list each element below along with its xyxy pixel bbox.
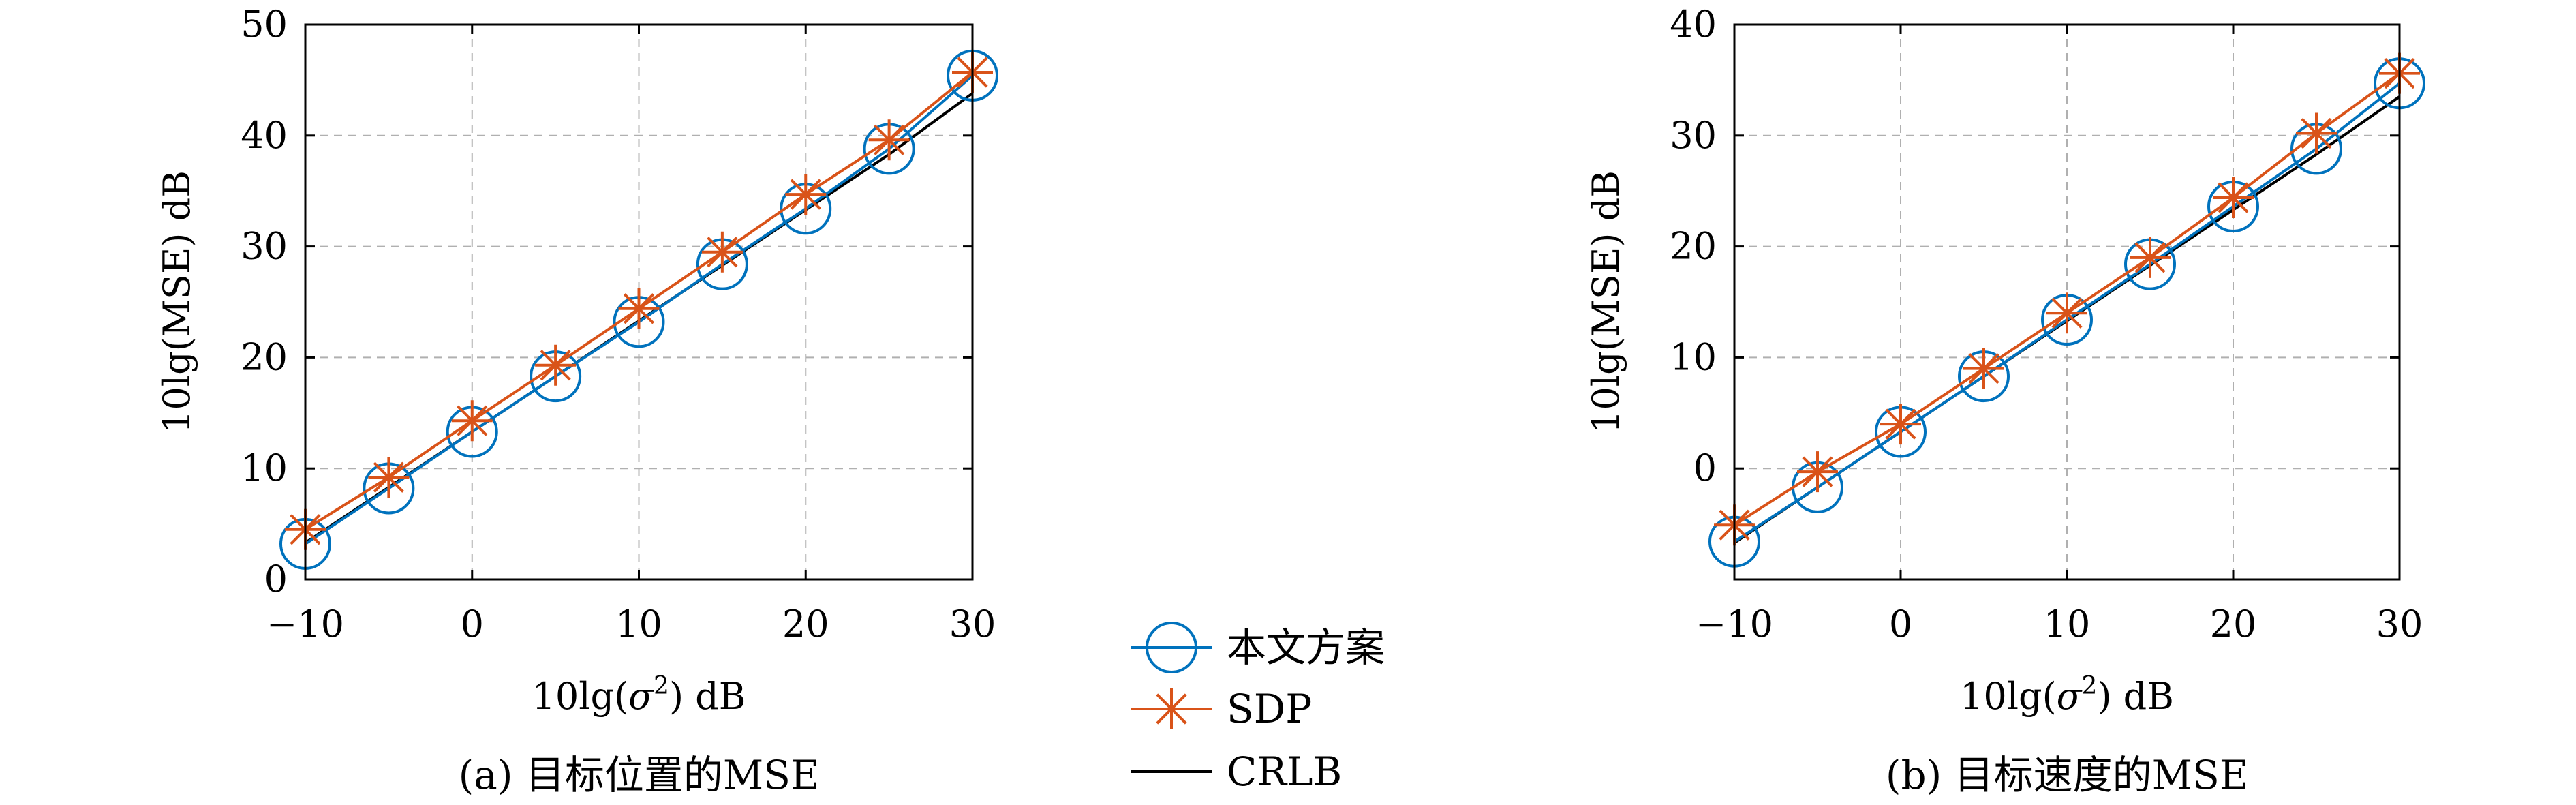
data-point	[2213, 177, 2254, 218]
y-tick-label: 40	[1670, 3, 1717, 46]
figure-caption: (a) 目标位置的MSE	[459, 752, 820, 798]
x-axis-label-sup: 2	[654, 672, 669, 700]
x-tick-label: 30	[2376, 603, 2423, 645]
legend-label: CRLB	[1227, 748, 1342, 795]
data-point	[1963, 348, 2004, 389]
y-tick-label: 40	[241, 114, 288, 157]
data-point	[451, 400, 493, 442]
x-tick-label: 20	[2210, 603, 2257, 645]
legend-asterisk-marker	[1151, 688, 1192, 729]
y-tick-label: 0	[264, 558, 288, 601]
y-tick-label: 20	[241, 335, 288, 378]
y-tick-label: 10	[241, 446, 288, 489]
y-tick-label: 30	[241, 225, 288, 268]
y-tick-label: 20	[1670, 225, 1717, 268]
data-point	[2046, 292, 2087, 334]
data-point	[618, 288, 660, 329]
x-tick-label: 20	[782, 603, 829, 645]
x-tick-label: 30	[949, 603, 996, 645]
x-tick-label: 0	[1889, 603, 1912, 645]
legend-label: SDP	[1227, 686, 1312, 732]
y-axis-label: 10lg(MSE) dB	[1584, 170, 1627, 434]
y-tick-label: 10	[1670, 335, 1717, 378]
data-point	[2296, 112, 2337, 154]
data-point	[1880, 404, 1921, 445]
legend: 本文方案 SDP CRLB	[1131, 622, 1385, 795]
data-point	[2130, 237, 2171, 278]
x-axis-label: 10lg(σ2) dB	[532, 672, 746, 718]
x-axis-label-suffix: ) dB	[2097, 675, 2173, 718]
x-axis-label-prefix: 10lg(	[532, 675, 629, 718]
legend-label: 本文方案	[1227, 624, 1385, 671]
x-axis-label-prefix: 10lg(	[1960, 675, 2057, 718]
y-tick-label: 0	[1693, 446, 1717, 489]
data-point	[785, 174, 827, 215]
x-tick-label: −10	[1696, 603, 1773, 645]
legend-item: CRLB	[1131, 748, 1342, 795]
data-point	[368, 457, 410, 498]
chart-velocity-mse: −10 0 10 20 30 0 10 20 30 40 10lg(MSE) dB 10lg(σ2) …	[1584, 3, 2425, 798]
data-point	[535, 344, 577, 386]
data-point	[868, 119, 910, 161]
y-tick-label: 50	[241, 3, 288, 46]
y-tick-label: 30	[1670, 114, 1717, 157]
x-axis-label-suffix: ) dB	[669, 675, 746, 718]
x-tick-label: 0	[461, 603, 484, 645]
x-tick-label: 10	[615, 603, 662, 645]
legend-item: 本文方案	[1131, 622, 1385, 673]
x-axis-label: 10lg(σ2) dB	[1960, 672, 2174, 718]
legend-circle-marker	[1146, 622, 1197, 673]
x-axis-label-sup: 2	[2082, 672, 2098, 700]
data-point	[701, 231, 743, 273]
legend-item: SDP	[1131, 686, 1312, 732]
x-tick-label: 10	[2044, 603, 2091, 645]
x-axis-label-symbol: σ	[628, 675, 655, 718]
x-axis-label-symbol: σ	[2057, 675, 2083, 718]
figure-caption: (b) 目标速度的MSE	[1886, 752, 2248, 798]
y-axis-label: 10lg(MSE) dB	[155, 170, 198, 434]
data-point	[1797, 451, 1838, 493]
x-tick-label: −10	[266, 603, 344, 645]
